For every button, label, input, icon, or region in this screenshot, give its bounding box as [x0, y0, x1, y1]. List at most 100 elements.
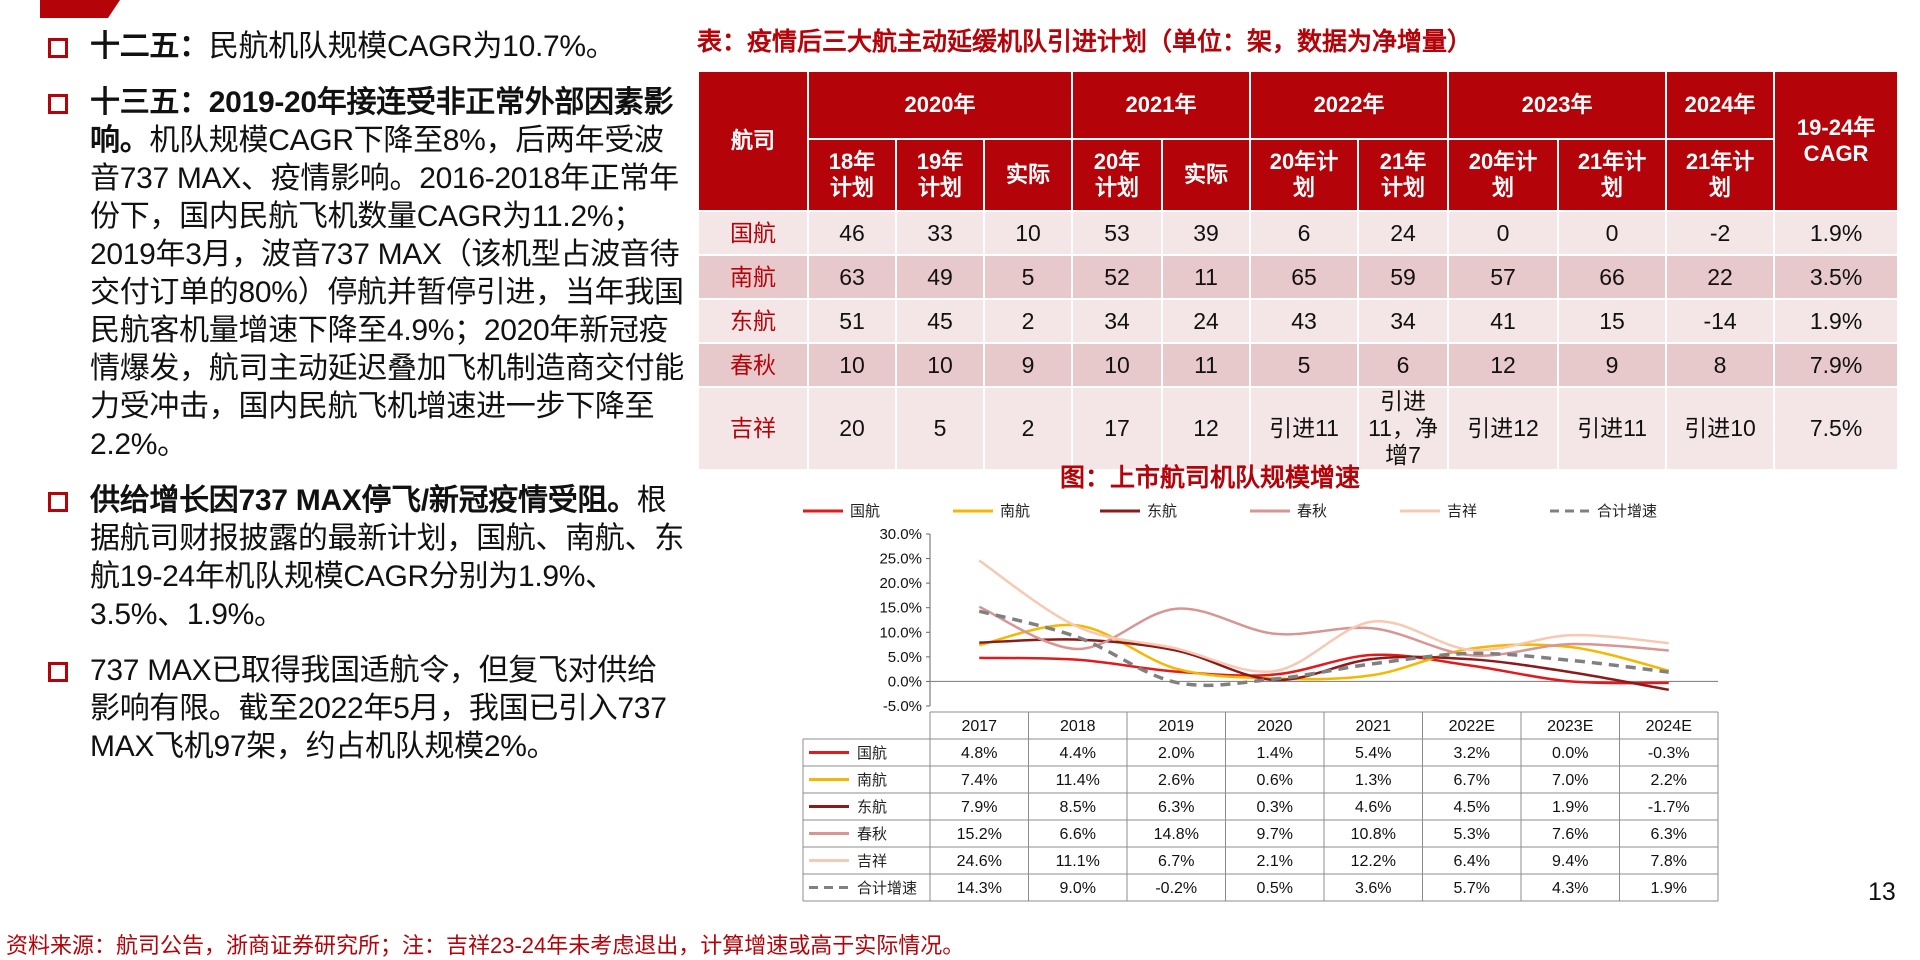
- plan-subheader: 18年计划: [807, 138, 897, 212]
- table-cell: 引进11，净增7: [1357, 386, 1450, 471]
- table-cell: 49: [895, 254, 985, 300]
- table-cell: 6: [1357, 342, 1450, 388]
- data-label: 6.3%: [1158, 799, 1194, 816]
- row-series-name: 国航: [857, 745, 887, 762]
- plan-subheader: 实际: [982, 138, 1074, 212]
- table-cell: 引进11: [1249, 386, 1360, 471]
- airline-cell: 国航: [697, 210, 809, 256]
- x-category-label: 2018: [1060, 718, 1096, 735]
- data-label: 9.0%: [1060, 880, 1096, 897]
- y-tick-label: 25.0%: [879, 551, 922, 568]
- square-bullet-icon: [48, 38, 68, 58]
- bullet-bold: 十三五：2019-20年接连受非正常外部因素影响。: [90, 86, 674, 157]
- table-cell: 5: [982, 254, 1074, 300]
- bullet-bold: 十二五：: [90, 30, 209, 63]
- data-label: 24.6%: [957, 853, 1002, 870]
- data-label: 0.0%: [1552, 745, 1588, 762]
- data-label: 10.8%: [1351, 826, 1396, 843]
- data-label: 14.3%: [957, 880, 1002, 897]
- row-series-name: 春秋: [857, 826, 887, 843]
- legend-label: 吉祥: [1447, 503, 1477, 520]
- data-label: 3.6%: [1355, 880, 1391, 897]
- table-cell: 33: [895, 210, 985, 256]
- legend-label: 东航: [1147, 503, 1177, 520]
- table-row: 南航 63 49 5 52 11 65 59 57 66 22 3.5%: [697, 254, 1900, 300]
- table-cell: 39: [1161, 210, 1252, 256]
- y-tick-label: 10.0%: [879, 624, 922, 641]
- data-label: 6.4%: [1454, 853, 1490, 870]
- table-cell: 46: [807, 210, 897, 256]
- data-label: 1.9%: [1651, 880, 1687, 897]
- bullet-text: 737 MAX已取得我国适航令，但复飞对供给影响有限。截至2022年5月，我国已…: [90, 652, 684, 766]
- table-cell: -14: [1665, 298, 1776, 344]
- year-header: 2022年: [1249, 70, 1450, 140]
- table-cell: 10: [895, 342, 985, 388]
- table-cell: 20: [807, 386, 897, 471]
- fleet-plan-table: 航司 2020年 2021年 2022年 2023年 2024年 19-24年C…: [697, 70, 1900, 471]
- data-label: 2.6%: [1158, 772, 1194, 789]
- data-label: 5.7%: [1454, 880, 1490, 897]
- plan-subheader: 实际: [1161, 138, 1252, 212]
- table-cell: 引进10: [1665, 386, 1776, 471]
- x-category-label: 2017: [961, 718, 997, 735]
- data-label: 4.5%: [1454, 799, 1490, 816]
- data-label: 1.4%: [1257, 745, 1293, 762]
- data-label: 6.7%: [1454, 772, 1490, 789]
- table-cell: 17: [1071, 386, 1164, 471]
- data-label: 9.7%: [1257, 826, 1293, 843]
- table-cell: 2: [982, 386, 1074, 471]
- y-tick-label: 5.0%: [888, 649, 922, 666]
- y-tick-label: -5.0%: [883, 698, 922, 715]
- data-label: 7.9%: [961, 799, 997, 816]
- data-label: 4.8%: [961, 745, 997, 762]
- x-category-label: 2019: [1158, 718, 1194, 735]
- plan-subheader: 21年计划: [1357, 138, 1450, 212]
- data-label: 14.8%: [1154, 826, 1199, 843]
- bullet-text: 十三五：2019-20年接连受非正常外部因素影响。机队规模CAGR下降至8%，后…: [90, 84, 684, 464]
- square-bullet-icon: [48, 94, 68, 114]
- plan-subheader: 20年计划: [1071, 138, 1164, 212]
- data-label: 6.7%: [1158, 853, 1194, 870]
- table-cell: 63: [807, 254, 897, 300]
- table-cell: 6: [1249, 210, 1360, 256]
- data-label: 7.4%: [961, 772, 997, 789]
- table-cell: 51: [807, 298, 897, 344]
- x-category-label: 2021: [1355, 718, 1391, 735]
- table-cell: 24: [1161, 298, 1252, 344]
- cagr-header: 19-24年CAGR: [1773, 70, 1900, 212]
- series-line: [978, 609, 1669, 688]
- table-cell: 11: [1161, 254, 1252, 300]
- year-header: 2021年: [1071, 70, 1252, 140]
- airline-header: 航司: [697, 70, 809, 212]
- table-cell: 0: [1447, 210, 1560, 256]
- table-row: 东航 51 45 2 34 24 43 34 41 15 -14 1.9%: [697, 298, 1900, 344]
- table-cell: 9: [1557, 342, 1668, 388]
- x-category-label: 2022E: [1449, 718, 1495, 735]
- table-cell: 0: [1557, 210, 1668, 256]
- legend-label: 春秋: [1297, 503, 1327, 520]
- data-label: 7.0%: [1552, 772, 1588, 789]
- series-line: [978, 605, 1669, 657]
- table-cell: 41: [1447, 298, 1560, 344]
- table-cell: 10: [807, 342, 897, 388]
- cagr-cell: 3.5%: [1773, 254, 1900, 300]
- table-row: 春秋 10 10 9 10 11 5 6 12 9 8 7.9%: [697, 342, 1900, 388]
- year-header: 2024年: [1665, 70, 1776, 140]
- year-header: 2020年: [806, 70, 1074, 140]
- table-cell: 5: [895, 386, 985, 471]
- data-label: 7.8%: [1651, 853, 1687, 870]
- data-label: -1.7%: [1648, 799, 1690, 816]
- data-label: 2.2%: [1651, 772, 1687, 789]
- x-category-label: 2024E: [1646, 718, 1692, 735]
- data-label: 0.3%: [1257, 799, 1293, 816]
- plan-subheader: 21年计划: [1665, 138, 1776, 212]
- table-cell: 2: [982, 298, 1074, 344]
- row-series-name: 吉祥: [857, 853, 887, 870]
- table-cell: 59: [1357, 254, 1450, 300]
- table-header-row: 航司 2020年 2021年 2022年 2023年 2024年 19-24年C…: [697, 70, 1900, 212]
- data-label: 9.4%: [1552, 853, 1588, 870]
- table-cell: 10: [1071, 342, 1164, 388]
- cagr-cell: 1.9%: [1773, 210, 1900, 256]
- bullet-body: 737 MAX已取得我国适航令，但复飞对供给影响有限。截至2022年5月，我国已…: [90, 654, 667, 763]
- legend-label: 南航: [1000, 503, 1030, 520]
